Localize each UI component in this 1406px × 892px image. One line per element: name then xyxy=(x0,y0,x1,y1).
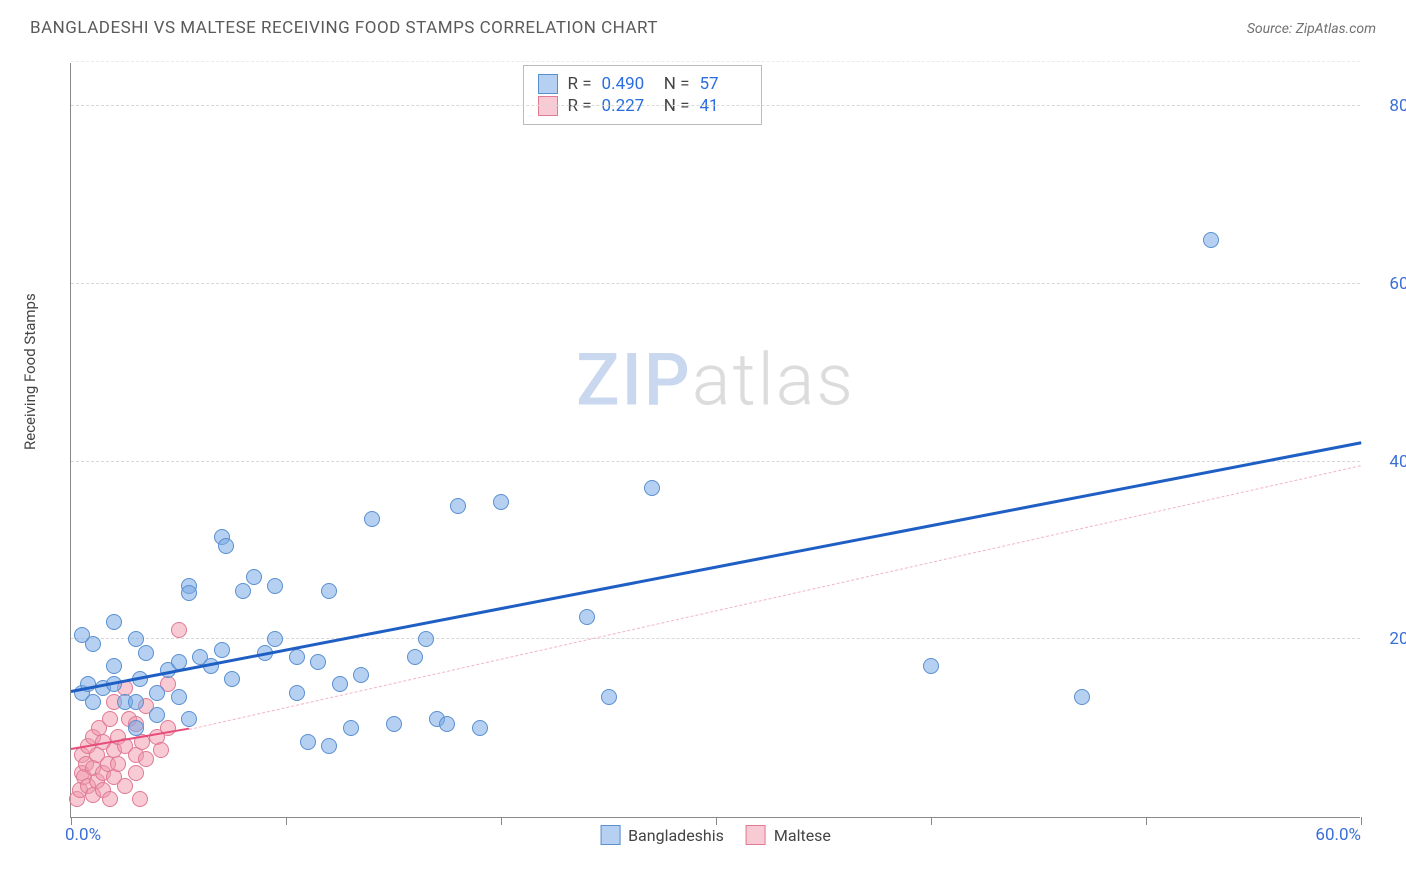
data-point xyxy=(218,538,234,554)
data-point xyxy=(321,583,337,599)
legend-swatch xyxy=(600,825,620,845)
data-point xyxy=(181,711,197,727)
data-point xyxy=(85,694,101,710)
data-point xyxy=(128,765,144,781)
watermark-atlas: atlas xyxy=(692,337,855,422)
data-point xyxy=(106,614,122,630)
watermark: ZIPatlas xyxy=(576,337,855,422)
gridline xyxy=(71,105,1360,106)
x-tick xyxy=(1146,817,1147,825)
data-point xyxy=(181,585,197,601)
x-tick xyxy=(931,817,932,825)
x-tick-label: 60.0% xyxy=(1315,825,1361,845)
data-point xyxy=(267,631,283,647)
legend-swatch xyxy=(538,74,558,94)
legend-swatch xyxy=(746,825,766,845)
data-point xyxy=(132,791,148,807)
data-point xyxy=(579,609,595,625)
data-point xyxy=(1074,689,1090,705)
data-point xyxy=(149,685,165,701)
legend-label: Maltese xyxy=(774,826,831,845)
data-point xyxy=(493,494,509,510)
data-point xyxy=(117,778,133,794)
data-point xyxy=(332,676,348,692)
stats-row: R = 0.490 N = 57 xyxy=(538,74,748,94)
data-point xyxy=(102,791,118,807)
x-tick-label: 0.0% xyxy=(65,825,101,845)
y-tick-label: 80.0% xyxy=(1370,96,1406,116)
gridline xyxy=(71,638,1360,639)
r-value: 0.490 xyxy=(602,74,650,94)
data-point xyxy=(128,631,144,647)
legend-item: Maltese xyxy=(746,825,831,845)
data-point xyxy=(450,498,466,514)
data-point xyxy=(386,716,402,732)
data-point xyxy=(1203,232,1219,248)
data-point xyxy=(224,671,240,687)
data-point xyxy=(923,658,939,674)
data-point xyxy=(110,756,126,772)
data-point xyxy=(171,622,187,638)
data-point xyxy=(310,654,326,670)
plot-area: ZIPatlas R =0.490 N =57R =0.227 N =41 Ba… xyxy=(70,63,1360,818)
data-point xyxy=(214,642,230,658)
data-point xyxy=(300,734,316,750)
data-point xyxy=(128,694,144,710)
chart-container: Receiving Food Stamps ZIPatlas R =0.490 … xyxy=(50,55,1380,845)
data-point xyxy=(407,649,423,665)
x-tick xyxy=(501,817,502,825)
data-point xyxy=(321,738,337,754)
data-point xyxy=(289,685,305,701)
data-point xyxy=(439,716,455,732)
data-point xyxy=(246,569,262,585)
x-tick xyxy=(1361,817,1362,825)
data-point xyxy=(353,667,369,683)
trendline xyxy=(71,441,1362,693)
data-point xyxy=(138,751,154,767)
data-point xyxy=(128,720,144,736)
data-point xyxy=(153,742,169,758)
trendline xyxy=(189,465,1361,730)
data-point xyxy=(171,689,187,705)
data-point xyxy=(102,711,118,727)
data-point xyxy=(267,578,283,594)
y-tick-label: 60.0% xyxy=(1370,274,1406,294)
data-point xyxy=(149,707,165,723)
data-point xyxy=(343,720,359,736)
r-label: R = xyxy=(568,74,592,94)
data-point xyxy=(106,658,122,674)
data-point xyxy=(418,631,434,647)
chart-title: BANGLADESHI VS MALTESE RECEIVING FOOD ST… xyxy=(30,18,658,38)
gridline xyxy=(71,61,1360,62)
data-point xyxy=(472,720,488,736)
series-legend: Bangladeshis Maltese xyxy=(600,825,831,845)
y-tick-label: 20.0% xyxy=(1370,629,1406,649)
y-tick-label: 40.0% xyxy=(1370,452,1406,472)
watermark-zip: ZIP xyxy=(576,337,692,422)
data-point xyxy=(235,583,251,599)
data-point xyxy=(601,689,617,705)
correlation-stats-box: R =0.490 N =57R =0.227 N =41 xyxy=(523,65,763,125)
gridline xyxy=(71,283,1360,284)
data-point xyxy=(74,627,90,643)
x-tick xyxy=(71,817,72,825)
n-label: N = xyxy=(660,74,690,94)
x-tick xyxy=(286,817,287,825)
x-tick xyxy=(716,817,717,825)
data-point xyxy=(138,645,154,661)
data-point xyxy=(364,511,380,527)
n-value: 57 xyxy=(699,74,747,94)
legend-label: Bangladeshis xyxy=(628,826,724,845)
y-axis-label: Receiving Food Stamps xyxy=(21,293,39,450)
source-label: Source: ZipAtlas.com xyxy=(1247,21,1376,37)
data-point xyxy=(644,480,660,496)
gridline xyxy=(71,461,1360,462)
data-point xyxy=(289,649,305,665)
legend-item: Bangladeshis xyxy=(600,825,724,845)
